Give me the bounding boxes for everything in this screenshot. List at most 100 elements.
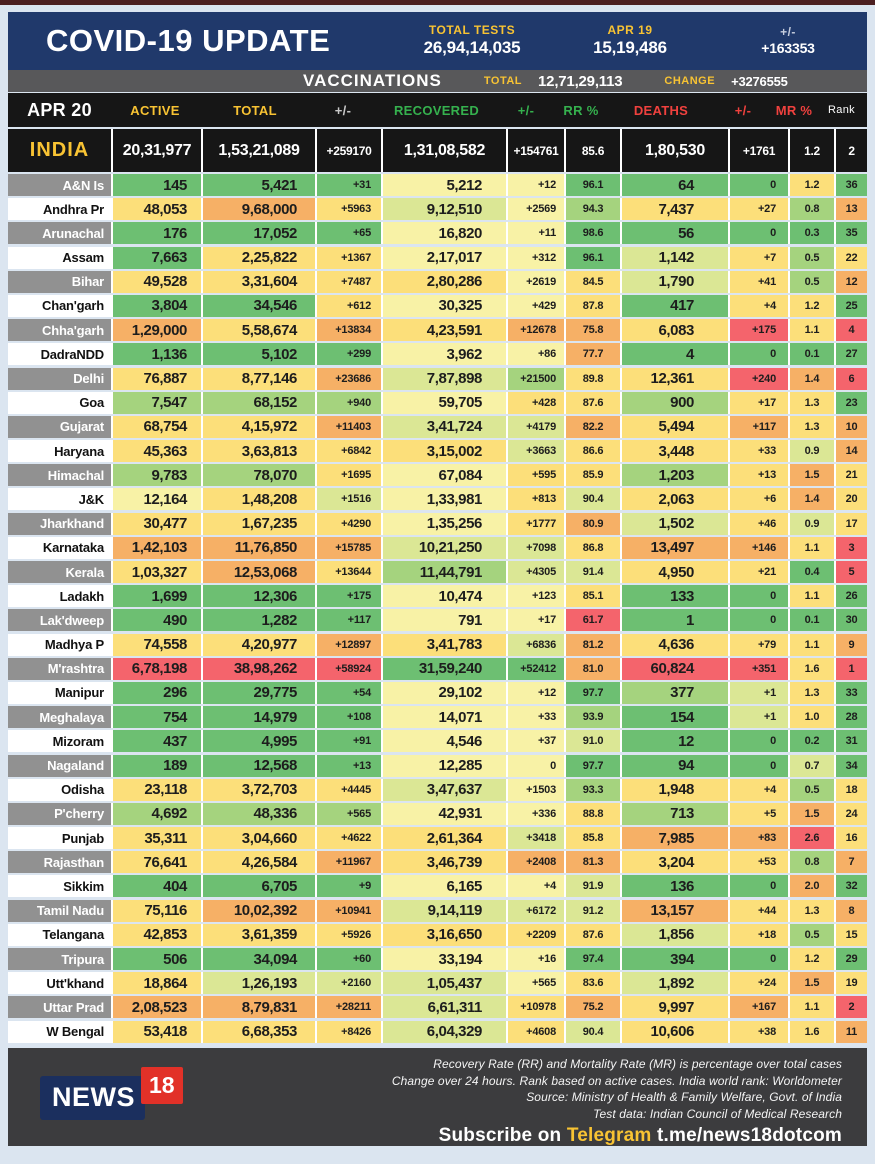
cell-recovered: 30,325 [383,294,506,317]
table-row-tripura: Tripura 506 34,094 +60 33,194 +16 97.4 394 0 1.2 2… [8,948,867,970]
cell-mortality-rate: 1.1 [790,633,834,656]
cell-active: 30,477 [113,512,201,535]
cell-mortality-rate: 1.0 [790,706,834,729]
cell-deaths: 7,985 [622,827,728,850]
cell-rank: 8 [836,899,867,922]
cell-deaths-change: +33 [730,440,788,463]
cell-recovered-change: 0 [508,754,564,777]
cell-total: 4,26,584 [203,851,315,874]
cell-recovery-rate: 88.8 [566,802,620,825]
cell-deaths: 154 [622,706,728,729]
cell-rank: 2 [836,996,867,1019]
cell-deaths: 713 [622,802,728,825]
cell-recovery-rate: 75.2 [566,996,620,1019]
cell-total-change: +7487 [317,270,381,293]
cell-total: 5,421 [203,174,315,196]
cell-mortality-rate: 0.9 [790,440,834,463]
state-name: W Bengal [8,1020,111,1043]
cell-recovery-rate: 91.2 [566,899,620,922]
cell-deaths-change: 0 [730,609,788,632]
cell-recovery-rate: 77.7 [566,343,620,366]
cell-deaths: 394 [622,948,728,970]
cell-deaths-change: 0 [730,585,788,608]
cell-rank: 1 [836,657,867,680]
state-name: Uttar Prad [8,996,111,1019]
subscribe-line: Subscribe on Telegram t.me/news18dotcom [8,1125,842,1147]
state-name: Utt'khand [8,972,111,995]
cell-rank: 29 [836,948,867,970]
cell-mortality-rate: 1.5 [790,464,834,487]
cell-total-change: +11967 [317,851,381,874]
cell-mortality-rate: 1.3 [790,415,834,438]
cell-total: 2,25,822 [203,246,315,269]
cell-deaths-change: +4 [730,778,788,801]
cell-recovered: 7,87,898 [383,367,506,390]
state-name: Delhi [8,367,111,390]
cell-mortality-rate: 1.5 [790,972,834,995]
cell-recovered-change: +33 [508,706,564,729]
cell-deaths-change: +38 [730,1020,788,1043]
cell-total-change: +2160 [317,972,381,995]
cell-recovered: 10,21,250 [383,536,506,559]
cell-total-change: +8426 [317,1020,381,1043]
news18-logo-news: NEWS [40,1076,145,1120]
cell-total-change: +1516 [317,488,381,511]
cell-mortality-rate: 0.5 [790,246,834,269]
cell-deaths: 10,606 [622,1020,728,1043]
footnote-line: Change over 24 hours. Rank based on acti… [391,1073,842,1088]
cell-total: 38,98,262 [203,657,315,680]
cell-total: 9,68,000 [203,198,315,221]
state-name: Haryana [8,440,111,463]
cell-total: 68,152 [203,391,315,414]
cell-rank: 12 [836,270,867,293]
cell-active: 4,692 [113,802,201,825]
total-tests-stat: TOTAL TESTS 26,94,14,035 [393,24,551,58]
cell-deaths: 900 [622,391,728,414]
state-name: Himachal [8,464,111,487]
cell-recovered-change: +6172 [508,899,564,922]
cell-recovered-change: +1777 [508,512,564,535]
cell-recovery-rate: 61.7 [566,609,620,632]
state-name: Odisha [8,778,111,801]
cell-rank: 19 [836,972,867,995]
cell-recovered-change: +37 [508,730,564,753]
cell-mortality-rate: 1.1 [790,585,834,608]
cell-total: 4,995 [203,730,315,753]
cell-recovered: 3,41,724 [383,415,506,438]
telegram-link[interactable]: Telegram [566,1125,652,1146]
cell-recovered: 42,931 [383,802,506,825]
column-header-recovery-rate: RR % [563,102,599,118]
cell-deaths-change: +5 [730,802,788,825]
state-name: Madhya P [8,633,111,656]
india-deaths: 1,80,530 [622,129,728,172]
table-row-p-cherry: P'cherry 4,692 48,336 +565 42,931 +336 88.8 713… [8,802,867,825]
cell-total: 4,15,972 [203,415,315,438]
cell-mortality-rate: 0.5 [790,270,834,293]
cell-rank: 6 [836,367,867,390]
cell-recovered-change: +336 [508,802,564,825]
cell-total-change: +65 [317,222,381,245]
india-mortality-rate: 1.2 [790,129,834,172]
cell-total-change: +60 [317,948,381,970]
cell-total: 3,04,660 [203,827,315,850]
cell-mortality-rate: 0.1 [790,343,834,366]
cell-rank: 25 [836,294,867,317]
cell-mortality-rate: 1.5 [790,802,834,825]
state-name: A&N Is [8,174,111,196]
cell-recovery-rate: 82.2 [566,415,620,438]
cell-deaths-change: +53 [730,851,788,874]
india-rank: 2 [836,129,867,172]
cell-active: 1,42,103 [113,536,201,559]
cell-deaths-change: +6 [730,488,788,511]
cell-recovery-rate: 90.4 [566,1020,620,1043]
cell-recovered-change: +428 [508,391,564,414]
cell-recovered: 1,05,437 [383,972,506,995]
cell-deaths-change: 0 [730,174,788,196]
cell-deaths: 1,142 [622,246,728,269]
cell-deaths: 5,494 [622,415,728,438]
cell-active: 176 [113,222,201,245]
cell-deaths: 136 [622,875,728,898]
cell-deaths: 64 [622,174,728,196]
cell-mortality-rate: 1.1 [790,536,834,559]
cell-recovered: 10,474 [383,585,506,608]
